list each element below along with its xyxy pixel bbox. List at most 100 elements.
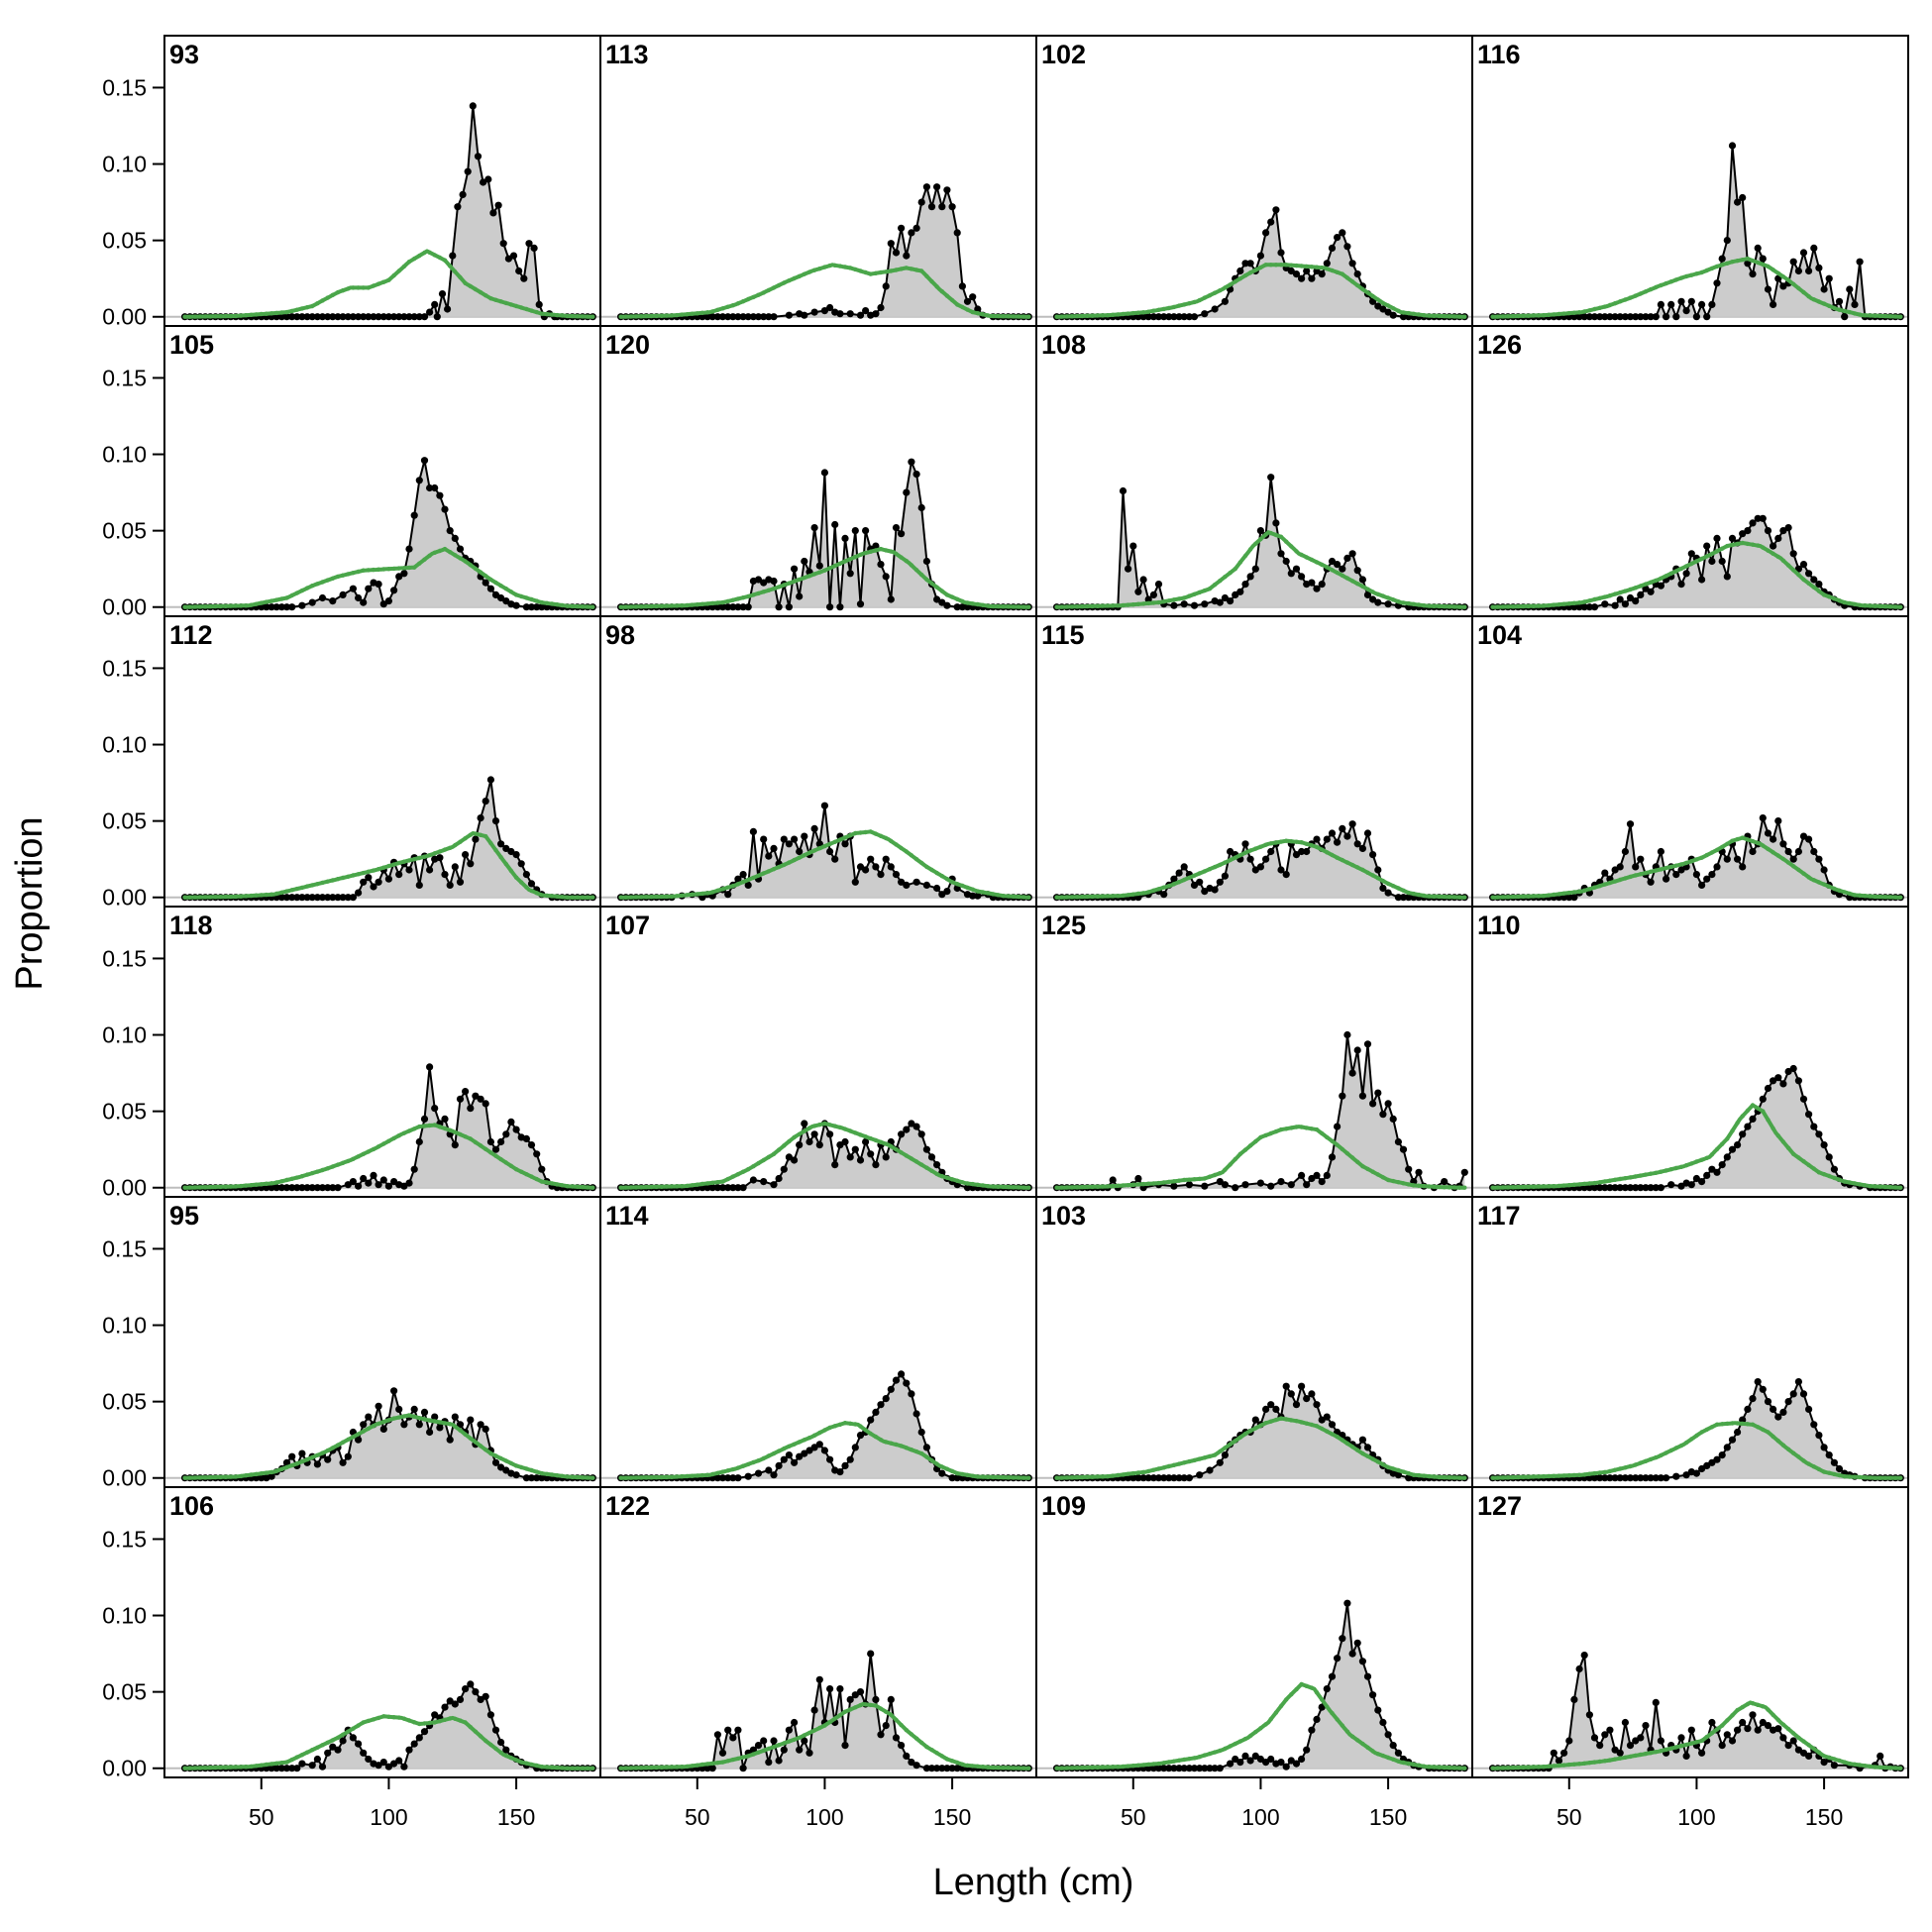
expected-point	[699, 1181, 705, 1187]
expected-point	[1745, 837, 1751, 842]
expected-point	[239, 1473, 244, 1479]
observed-point	[898, 224, 906, 232]
observed-point	[851, 1444, 859, 1451]
expected-point	[565, 603, 570, 608]
expected-point	[565, 1474, 570, 1479]
observed-point	[1180, 1474, 1188, 1482]
observed-point	[1160, 891, 1168, 899]
expected-point	[325, 1448, 330, 1453]
expected-point	[1006, 604, 1011, 609]
expected-point	[1427, 1184, 1432, 1189]
observed-point	[1846, 285, 1854, 293]
observed-point	[1353, 1046, 1361, 1054]
observed-point	[1272, 206, 1280, 214]
observed-point	[882, 855, 890, 863]
expected-point	[924, 1165, 929, 1170]
expected-point	[1059, 1185, 1064, 1190]
observed-point	[410, 1165, 418, 1173]
observed-line	[184, 459, 593, 608]
expected-point	[1456, 1185, 1462, 1190]
expected-point	[294, 1461, 299, 1466]
observed-point	[339, 1458, 347, 1466]
panel-label: 122	[605, 1491, 650, 1521]
observed-point	[1125, 565, 1132, 573]
expected-point	[811, 1728, 817, 1733]
expected-point	[1678, 275, 1684, 280]
panel-108: 108	[1035, 325, 1473, 617]
observed-point	[1708, 557, 1716, 566]
expected-point	[1720, 546, 1725, 551]
expected-point	[1500, 1475, 1506, 1480]
observed-point	[491, 1145, 500, 1153]
expected-point	[294, 307, 299, 312]
observed-point	[846, 1455, 854, 1463]
expected-point	[1192, 1457, 1197, 1463]
expected-point	[1020, 1766, 1026, 1771]
expected-point	[529, 1467, 534, 1473]
expected-point	[1166, 1463, 1172, 1469]
observed-point	[370, 883, 377, 891]
expected-point	[1289, 1418, 1294, 1423]
expected-point	[1730, 542, 1735, 548]
expected-point	[1683, 1163, 1689, 1168]
expected-point	[1796, 1454, 1801, 1459]
observed-point	[729, 1184, 737, 1192]
expected-point	[1278, 1703, 1284, 1709]
expected-point	[1541, 603, 1547, 608]
observed-line	[184, 1682, 593, 1770]
observed-point	[1626, 593, 1635, 602]
expected-point	[1536, 603, 1542, 608]
observed-point	[1703, 313, 1711, 321]
expected-point	[669, 603, 675, 608]
observed-point	[754, 313, 763, 321]
expected-point	[1547, 602, 1552, 608]
expected-point	[685, 1764, 690, 1770]
observed-point	[1318, 581, 1326, 589]
observed-point	[1298, 847, 1306, 856]
expected-point	[725, 885, 730, 890]
expected-point	[1278, 1127, 1284, 1132]
expected-point	[889, 838, 894, 844]
expected-point	[391, 1135, 396, 1141]
expected-point	[1325, 267, 1330, 271]
observed-point	[477, 1095, 484, 1103]
expected-point	[453, 1424, 458, 1430]
observed-point	[459, 190, 467, 198]
expected-point	[955, 596, 960, 601]
expected-point	[863, 1702, 868, 1707]
observed-point	[739, 871, 747, 879]
expected-point	[1451, 604, 1457, 609]
expected-point	[580, 895, 586, 900]
observed-point	[851, 1145, 859, 1153]
expected-point	[884, 1440, 889, 1445]
expected-point	[1785, 1145, 1791, 1150]
expected-point	[1602, 304, 1608, 309]
expected-point	[633, 1766, 639, 1771]
expected-point	[909, 1732, 914, 1737]
observed-point	[826, 1685, 834, 1693]
observed-point	[1292, 565, 1301, 573]
expected-point	[1020, 1185, 1026, 1190]
panel-107: 107	[599, 906, 1037, 1198]
expected-point	[1064, 1185, 1070, 1190]
expected-point	[1207, 1751, 1213, 1757]
expected-point	[822, 1121, 827, 1127]
observed-point	[268, 1765, 275, 1772]
expected-point	[960, 1471, 965, 1477]
expected-point	[1020, 314, 1026, 319]
expected-point	[1111, 1184, 1116, 1189]
expected-point	[690, 602, 695, 607]
observed-point	[1657, 300, 1664, 308]
expected-point	[1016, 1475, 1021, 1480]
observed-point	[872, 310, 880, 318]
expected-point	[1100, 313, 1106, 318]
observed-point	[415, 1421, 423, 1429]
expected-point	[654, 313, 659, 319]
expected-point	[524, 1761, 529, 1766]
expected-point	[340, 1440, 346, 1446]
observed-point	[1744, 1405, 1752, 1413]
observed-point	[1744, 527, 1752, 535]
expected-point	[1552, 1473, 1556, 1479]
expected-point	[284, 1177, 289, 1183]
observed-point	[963, 603, 972, 611]
